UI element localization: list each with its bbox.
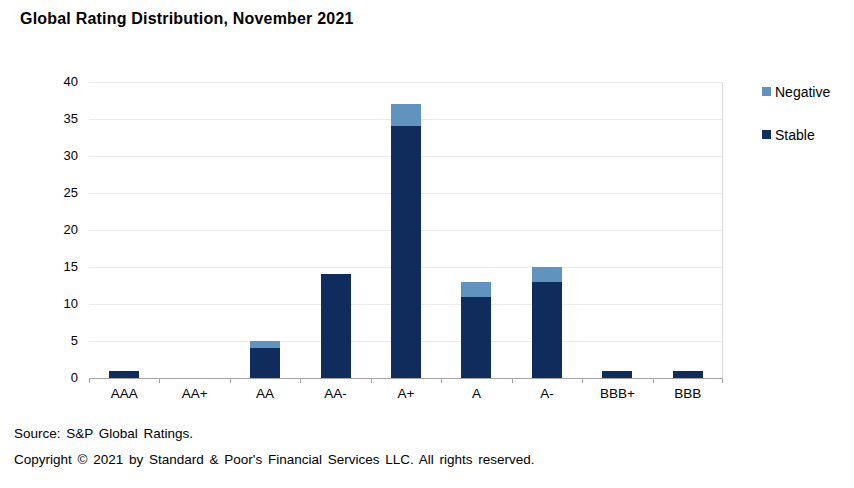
bar-aa	[250, 341, 280, 378]
y-tick-label: 35	[44, 111, 78, 126]
y-tick-label: 0	[44, 370, 78, 385]
bar-segment-negative	[391, 104, 421, 126]
bar-segment-stable	[250, 348, 280, 378]
bar-segment-stable	[109, 371, 139, 378]
x-tick-label: A-	[512, 386, 582, 401]
bar-a	[461, 282, 491, 378]
bar-segment-negative	[461, 282, 491, 297]
x-axis-tick	[653, 378, 654, 383]
x-axis-tick	[89, 378, 90, 383]
bar-a-plus	[391, 104, 421, 378]
x-tick-label: A	[441, 386, 511, 401]
bar-segment-stable	[602, 371, 632, 378]
x-tick-label: AA+	[160, 386, 230, 401]
legend-swatch-icon	[762, 87, 771, 96]
plot-right-border	[722, 82, 723, 378]
legend: Negative Stable	[762, 84, 830, 170]
gridline	[89, 82, 723, 83]
x-tick-label: AA	[230, 386, 300, 401]
x-axis-line	[89, 378, 723, 379]
legend-swatch-icon	[762, 130, 771, 139]
x-axis-tick	[300, 378, 301, 383]
legend-label: Negative	[775, 84, 830, 100]
x-axis-tick	[230, 378, 231, 383]
legend-item-negative: Negative	[762, 84, 830, 100]
bar-a-minus	[532, 267, 562, 378]
x-axis-tick	[371, 378, 372, 383]
plot-area	[89, 82, 723, 378]
y-tick-label: 10	[44, 296, 78, 311]
y-tick-label: 40	[44, 74, 78, 89]
y-tick-label: 5	[44, 333, 78, 348]
source-note: Source: S&P Global Ratings.	[14, 426, 193, 441]
y-tick-label: 15	[44, 259, 78, 274]
chart-page: Global Rating Distribution, November 202…	[0, 0, 854, 488]
bar-segment-negative	[532, 267, 562, 282]
x-tick-label: BBB	[653, 386, 723, 401]
legend-label: Stable	[775, 127, 815, 143]
x-axis-tick	[582, 378, 583, 383]
bar-segment-stable	[461, 297, 491, 378]
y-tick-label: 25	[44, 185, 78, 200]
x-axis-tick	[441, 378, 442, 383]
chart-title: Global Rating Distribution, November 202…	[20, 10, 354, 28]
copyright-note: Copyright © 2021 by Standard & Poor's Fi…	[14, 452, 535, 467]
bar-segment-stable	[673, 371, 703, 378]
x-axis-tick	[159, 378, 160, 383]
y-tick-label: 30	[44, 148, 78, 163]
bar-segment-stable	[391, 126, 421, 378]
x-tick-label: AA-	[301, 386, 371, 401]
x-axis-tick	[722, 378, 723, 383]
y-tick-label: 20	[44, 222, 78, 237]
bar-aaa	[109, 371, 139, 378]
x-tick-label: AAA	[89, 386, 159, 401]
x-tick-label: A+	[371, 386, 441, 401]
bar-aa-minus	[321, 274, 351, 378]
bar-bbb	[673, 371, 703, 378]
bar-segment-stable	[532, 282, 562, 378]
bar-bbb-plus	[602, 371, 632, 378]
bar-segment-negative	[250, 341, 280, 348]
x-axis-tick	[512, 378, 513, 383]
legend-item-stable: Stable	[762, 127, 830, 143]
x-tick-label: BBB+	[582, 386, 652, 401]
bar-segment-stable	[321, 274, 351, 378]
